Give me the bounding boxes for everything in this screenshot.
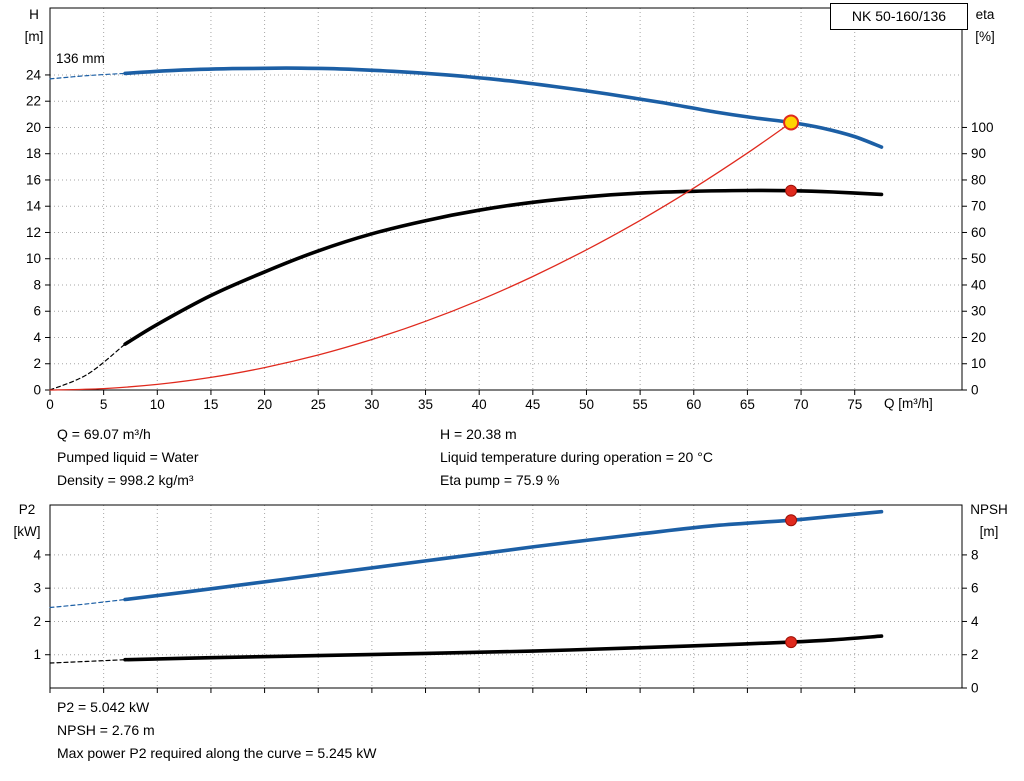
duty-q-value: Q = 69.07 m³/h: [57, 426, 151, 442]
svg-text:15: 15: [203, 397, 218, 412]
svg-text:40: 40: [971, 277, 986, 292]
svg-text:60: 60: [686, 397, 701, 412]
svg-text:12: 12: [26, 225, 41, 240]
svg-text:2: 2: [33, 356, 41, 371]
svg-text:30: 30: [971, 304, 986, 319]
duty-info-right: H = 20.38 m Liquid temperature during op…: [440, 423, 713, 492]
p2-duty-point-marker[interactable]: [785, 514, 798, 527]
svg-text:10: 10: [971, 356, 986, 371]
svg-text:50: 50: [971, 251, 986, 266]
power-info: P2 = 5.042 kW NPSH = 2.76 m Max power P2…: [57, 696, 376, 765]
h-axis-label-symbol: H: [29, 7, 39, 22]
svg-text:14: 14: [26, 199, 42, 214]
impeller-diameter-annotation: 136 mm: [56, 51, 105, 66]
axis-ticks-qh-eta-chart: 0246810121416182022240102030405060708090…: [26, 67, 994, 412]
svg-text:40: 40: [472, 397, 487, 412]
eta-curve-dashed: [49, 343, 126, 391]
npsh-duty-point-marker[interactable]: [785, 636, 798, 649]
p2-axis-label-symbol: P2: [18, 502, 36, 517]
q-axis-label: Q [m³/h]: [884, 396, 933, 411]
eta-axis-label-symbol: eta: [975, 7, 995, 22]
svg-text:6: 6: [971, 581, 979, 596]
svg-text:100: 100: [971, 120, 994, 135]
svg-text:3: 3: [33, 581, 41, 596]
svg-text:70: 70: [794, 397, 809, 412]
svg-text:25: 25: [311, 397, 326, 412]
duty-h-value: H = 20.38 m: [440, 426, 517, 442]
npsh-curve-dashed: [49, 659, 126, 664]
p2-axis-label-unit: [kW]: [13, 524, 41, 539]
svg-text:4: 4: [33, 547, 41, 562]
grid-qh-eta-chart: [50, 8, 962, 390]
svg-text:70: 70: [971, 199, 986, 214]
npsh-axis-label: NPSH [m]: [962, 499, 1016, 543]
eta-axis-label-unit: [%]: [975, 29, 995, 44]
svg-text:5: 5: [100, 397, 108, 412]
p2-curve: [123, 509, 884, 602]
pump-type-label: NK 50-160/136: [851, 8, 947, 24]
svg-text:20: 20: [971, 330, 986, 345]
svg-text:55: 55: [633, 397, 648, 412]
density-value: Density = 998.2 kg/m³: [57, 472, 194, 488]
svg-text:60: 60: [971, 225, 986, 240]
svg-text:20: 20: [26, 120, 41, 135]
max-power-value: Max power P2 required along the curve = …: [57, 745, 377, 761]
h-axis-label-unit: [m]: [24, 29, 44, 44]
svg-text:45: 45: [525, 397, 540, 412]
h-axis-label: H [m]: [14, 4, 54, 48]
svg-text:0: 0: [46, 397, 54, 412]
p2-axis-label: P2 [kW]: [6, 499, 48, 543]
system-curve: [49, 121, 792, 391]
head-curve: [123, 66, 884, 149]
plot-border-qh-eta-chart: [49, 7, 963, 391]
eta-pump-value: Eta pump = 75.9 %: [440, 472, 560, 488]
svg-text:24: 24: [26, 67, 42, 82]
svg-text:90: 90: [971, 146, 986, 161]
duty-info-left: Q = 69.07 m³/h Pumped liquid = Water Den…: [57, 423, 199, 492]
svg-text:0: 0: [33, 383, 41, 398]
svg-text:0: 0: [971, 681, 979, 696]
duty-point-marker[interactable]: [783, 114, 800, 131]
svg-text:30: 30: [364, 397, 379, 412]
head-curve-dashed: [49, 72, 126, 80]
npsh-curve: [123, 634, 884, 662]
svg-text:20: 20: [257, 397, 272, 412]
svg-text:10: 10: [26, 251, 41, 266]
svg-text:18: 18: [26, 146, 41, 161]
svg-text:16: 16: [26, 172, 41, 187]
svg-text:80: 80: [971, 172, 986, 187]
axis-ticks-p2-npsh-chart: 1 2 3 4 0 2 4 6 8: [33, 547, 979, 695]
svg-text:0: 0: [971, 383, 979, 398]
npsh-axis-label-unit: [m]: [979, 524, 999, 539]
npsh-value: NPSH = 2.76 m: [57, 722, 155, 738]
eta-duty-point-marker[interactable]: [785, 184, 798, 197]
eta-axis-label: eta [%]: [962, 4, 1008, 48]
svg-text:6: 6: [33, 304, 41, 319]
liquid-temperature-value: Liquid temperature during operation = 20…: [440, 449, 713, 465]
svg-text:75: 75: [847, 397, 862, 412]
plot-border-p2-npsh-chart: [49, 504, 963, 689]
svg-text:50: 50: [579, 397, 594, 412]
svg-text:22: 22: [26, 94, 41, 109]
svg-text:4: 4: [33, 330, 41, 345]
pump-type-box: NK 50-160/136: [830, 3, 968, 30]
svg-text:2: 2: [971, 647, 979, 662]
pumped-liquid-value: Pumped liquid = Water: [57, 449, 199, 465]
svg-text:10: 10: [150, 397, 165, 412]
svg-text:4: 4: [971, 614, 979, 629]
p2-curve-dashed: [49, 598, 126, 609]
svg-text:1: 1: [33, 647, 41, 662]
svg-text:65: 65: [740, 397, 755, 412]
svg-text:8: 8: [33, 277, 41, 292]
svg-text:35: 35: [418, 397, 433, 412]
svg-text:8: 8: [971, 547, 979, 562]
p2-value: P2 = 5.042 kW: [57, 699, 150, 715]
svg-text:2: 2: [33, 614, 41, 629]
npsh-axis-label-symbol: NPSH: [970, 502, 1008, 517]
grid-p2-npsh-chart: [50, 505, 962, 688]
eta-curve: [123, 188, 884, 346]
